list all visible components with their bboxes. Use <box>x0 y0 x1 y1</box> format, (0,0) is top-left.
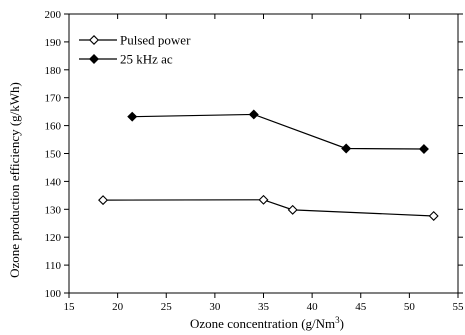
x-tick-label: 25 <box>161 301 173 313</box>
legend: Pulsed power 25 kHz ac <box>79 33 191 67</box>
x-tick-label: 40 <box>307 301 319 313</box>
y-tick-label: 190 <box>45 37 62 49</box>
y-tick-label: 170 <box>45 93 62 105</box>
legend-marker <box>89 54 99 64</box>
series-line <box>132 113 424 150</box>
series-layer <box>98 109 439 221</box>
y-tick-label: 130 <box>45 204 62 216</box>
data-point <box>248 109 259 120</box>
y-tick-label: 140 <box>45 176 62 188</box>
x-tick-label: 35 <box>258 301 270 313</box>
y-tick-label: 200 <box>45 9 62 21</box>
data-point <box>418 144 429 155</box>
series-1 <box>98 194 439 221</box>
x-axis-ticks: 15 20 25 30 35 40 45 50 55 <box>64 14 465 313</box>
legend-item: 25 kHz ac <box>79 52 173 67</box>
x-axis-title-superscript: 3 <box>335 315 340 325</box>
data-point <box>258 194 269 205</box>
x-tick-label: 45 <box>355 301 367 313</box>
y-tick-label: 100 <box>45 288 62 300</box>
data-point <box>98 195 109 206</box>
legend-marker <box>89 35 99 45</box>
data-point <box>287 204 298 215</box>
legend-label: Pulsed power <box>120 33 191 48</box>
y-axis-title: Ozone production efficiency (g/kWh) <box>7 82 22 278</box>
legend-item: Pulsed power <box>79 33 191 48</box>
x-tick-label: 20 <box>112 301 124 313</box>
y-tick-label: 150 <box>45 149 62 161</box>
y-axis-ticks: 100 110 120 130 140 150 160 170 180 190 200 <box>45 9 463 300</box>
x-axis-title: Ozone concentration (g/Nm3) <box>190 315 344 331</box>
y-tick-label: 120 <box>45 232 62 244</box>
x-tick-label: 30 <box>209 301 221 313</box>
series-2 <box>127 109 429 155</box>
x-tick-label: 50 <box>404 301 416 313</box>
y-tick-label: 180 <box>45 65 62 77</box>
data-point <box>428 211 439 221</box>
series-line <box>103 199 434 217</box>
x-tick-label: 15 <box>64 301 76 313</box>
y-tick-label: 110 <box>45 260 62 272</box>
data-point <box>341 143 352 154</box>
x-tick-label: 55 <box>453 301 465 313</box>
y-tick-label: 160 <box>45 121 62 133</box>
legend-label: 25 kHz ac <box>120 52 173 67</box>
data-point <box>127 111 138 122</box>
